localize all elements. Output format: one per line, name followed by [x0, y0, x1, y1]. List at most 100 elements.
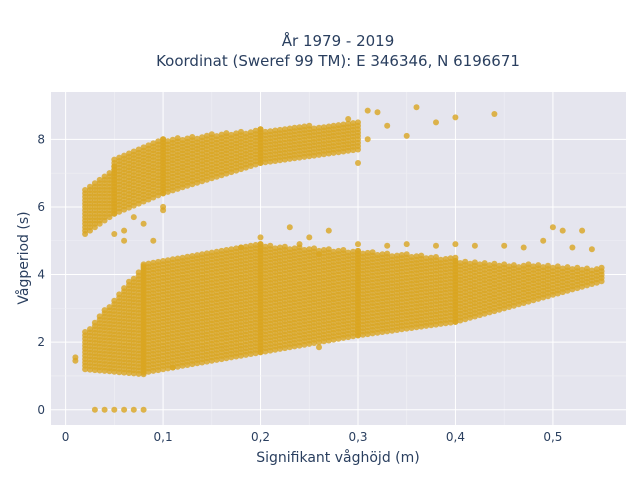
- data-point: [311, 125, 318, 132]
- data-point: [82, 329, 89, 335]
- x-axis-title: Signifikant våghöjd (m): [256, 449, 419, 466]
- data-point: [242, 243, 249, 250]
- data-point: [223, 130, 230, 137]
- data-point: [267, 128, 274, 135]
- data-point: [267, 242, 274, 249]
- data-point: [355, 160, 361, 166]
- data-point: [140, 406, 147, 413]
- data-point: [106, 170, 113, 177]
- data-point: [160, 207, 167, 214]
- data-point: [491, 111, 498, 117]
- data-point: [164, 257, 171, 264]
- data-point: [218, 247, 225, 254]
- data-point: [247, 129, 254, 136]
- data-point: [228, 246, 235, 253]
- data-point: [340, 247, 347, 253]
- data-point: [189, 253, 196, 259]
- data-point: [496, 262, 503, 269]
- data-point: [203, 250, 210, 257]
- data-point: [87, 326, 93, 333]
- data-point: [471, 259, 478, 266]
- data-point: [179, 137, 186, 143]
- data-point: [111, 156, 118, 163]
- data-point: [87, 183, 93, 190]
- data-point: [579, 266, 586, 273]
- data-point: [403, 241, 410, 248]
- data-point: [398, 252, 405, 258]
- data-point: [325, 123, 332, 130]
- data-point: [121, 237, 128, 244]
- data-point: [272, 245, 279, 252]
- data-point: [296, 241, 303, 248]
- data-point: [549, 264, 556, 271]
- data-point: [345, 249, 352, 256]
- data-point: [213, 133, 220, 140]
- data-point: [218, 131, 225, 138]
- data-point: [160, 258, 167, 264]
- data-point: [311, 245, 318, 252]
- data-point: [82, 187, 89, 193]
- data-point: [384, 122, 391, 129]
- data-point: [501, 261, 508, 268]
- data-point: [257, 234, 264, 241]
- data-point: [335, 122, 342, 129]
- data-point: [174, 135, 181, 142]
- data-point: [121, 285, 128, 292]
- data-point: [584, 265, 590, 272]
- data-point: [277, 126, 283, 133]
- data-point: [116, 291, 123, 298]
- data-point: [316, 344, 322, 351]
- data-point: [140, 220, 147, 227]
- data-point: [130, 214, 137, 221]
- data-point: [403, 251, 410, 258]
- data-point: [559, 227, 566, 234]
- data-point: [169, 136, 176, 143]
- data-point: [593, 266, 600, 273]
- data-point: [150, 259, 157, 266]
- data-point: [433, 242, 439, 249]
- data-point: [199, 251, 206, 258]
- data-point: [476, 261, 483, 268]
- y-tick-label: 8: [37, 132, 45, 146]
- data-point: [121, 152, 128, 159]
- data-point: [106, 304, 113, 311]
- data-point: [126, 150, 132, 157]
- data-point: [277, 244, 283, 251]
- data-point: [257, 126, 264, 133]
- data-point: [413, 104, 420, 111]
- data-point: [242, 130, 249, 137]
- data-point: [301, 247, 308, 253]
- data-point: [384, 242, 391, 249]
- data-point: [588, 246, 595, 253]
- data-point: [413, 253, 420, 260]
- data-point: [389, 253, 396, 260]
- data-point: [281, 126, 288, 133]
- data-point: [91, 406, 98, 413]
- data-point: [116, 154, 123, 161]
- data-point: [174, 255, 181, 262]
- data-point: [213, 248, 220, 255]
- data-point: [247, 242, 254, 249]
- data-point: [423, 255, 430, 262]
- data-point: [101, 307, 108, 314]
- data-point: [515, 264, 522, 271]
- data-point: [535, 262, 542, 269]
- data-point: [467, 260, 474, 267]
- data-point: [486, 262, 493, 269]
- data-point: [286, 125, 293, 132]
- data-point: [130, 275, 137, 282]
- y-tick-label: 4: [37, 268, 45, 282]
- data-point: [91, 319, 98, 326]
- x-axis-ticks: 0 0,1 0,2 0,3 0,4 0,5: [62, 430, 563, 444]
- data-point: [554, 263, 561, 270]
- data-point: [208, 249, 215, 256]
- data-point: [111, 297, 118, 304]
- data-point: [233, 130, 240, 137]
- data-point: [72, 354, 79, 361]
- data-point: [501, 242, 508, 249]
- data-point: [355, 119, 361, 126]
- data-point: [418, 252, 425, 259]
- data-point: [306, 122, 313, 129]
- data-point: [257, 241, 264, 248]
